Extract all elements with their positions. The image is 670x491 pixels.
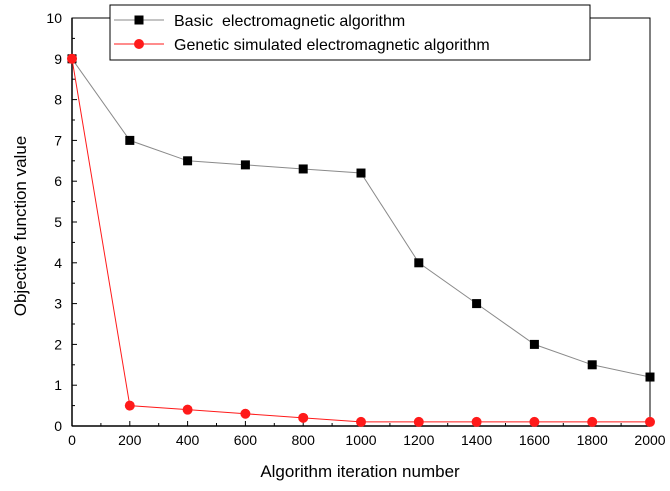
y-tick-label: 3 xyxy=(54,296,62,312)
series-line xyxy=(71,58,650,423)
data-point xyxy=(645,372,655,382)
y-axis-title: Objective function value xyxy=(11,136,30,317)
data-point xyxy=(124,400,135,411)
data-point xyxy=(67,53,77,64)
series-line xyxy=(71,58,651,378)
data-point xyxy=(587,360,597,370)
series-1 xyxy=(67,54,655,382)
x-axis-title: Algorithm iteration number xyxy=(260,462,460,481)
data-point xyxy=(298,164,308,174)
y-axis: 0 1 2 3 4 5 6 7 8 9 10 xyxy=(46,10,77,434)
y-tick-label: 1 xyxy=(54,377,62,393)
data-point xyxy=(125,135,135,145)
x-tick-label: 800 xyxy=(292,432,316,448)
data-point xyxy=(413,416,424,427)
legend-item: Genetic simulated electromagnetic algori… xyxy=(114,37,490,54)
data-point xyxy=(356,168,366,178)
y-tick-label: 8 xyxy=(54,92,62,108)
data-point xyxy=(183,156,193,166)
y-tick-label: 0 xyxy=(54,418,62,434)
data-point xyxy=(471,416,482,427)
data-point xyxy=(529,339,539,349)
data-point xyxy=(298,412,309,423)
data-point xyxy=(472,299,482,309)
x-axis: 0 200 400 600 800 1000 1200 1400 1600 1800 2000 xyxy=(68,421,666,448)
data-point xyxy=(587,416,598,427)
y-tick-label: 7 xyxy=(54,132,62,148)
plot-frame xyxy=(71,17,651,427)
y-tick-label: 6 xyxy=(54,173,62,189)
legend-label: Genetic simulated electromagnetic algori… xyxy=(174,37,490,54)
x-tick-label: 2000 xyxy=(634,432,665,448)
y-tick-label: 2 xyxy=(54,336,62,352)
y-tick-label: 10 xyxy=(46,10,62,26)
series-2 xyxy=(67,53,655,427)
legend-label: Basic electromagnetic algorithm xyxy=(174,13,405,30)
x-tick-label: 600 xyxy=(234,432,258,448)
legend-item: Basic electromagnetic algorithm xyxy=(114,13,405,30)
y-tick-label: 5 xyxy=(54,214,62,230)
data-point xyxy=(240,408,251,419)
legend-marker xyxy=(134,15,144,25)
legend: Basic electromagnetic algorithm Genetic s… xyxy=(109,4,591,61)
y-tick-label: 9 xyxy=(54,51,62,67)
x-tick-label: 1000 xyxy=(345,432,376,448)
x-tick-label: 0 xyxy=(68,432,76,448)
data-point xyxy=(645,416,655,427)
x-tick-label: 400 xyxy=(176,432,200,448)
plot-border xyxy=(71,17,651,427)
data-point xyxy=(529,416,540,427)
legend-box xyxy=(109,4,591,61)
data-point xyxy=(356,416,366,427)
data-point xyxy=(240,160,250,170)
y-tick-label: 4 xyxy=(54,255,62,271)
series-layer xyxy=(67,53,655,427)
x-tick-label: 1600 xyxy=(519,432,550,448)
x-tick-label: 1800 xyxy=(577,432,608,448)
data-point xyxy=(414,258,424,268)
x-tick-label: 1400 xyxy=(461,432,492,448)
x-tick-label: 1200 xyxy=(403,432,434,448)
x-tick-label: 200 xyxy=(118,432,142,448)
data-point xyxy=(182,404,193,415)
legend-marker xyxy=(134,39,144,49)
